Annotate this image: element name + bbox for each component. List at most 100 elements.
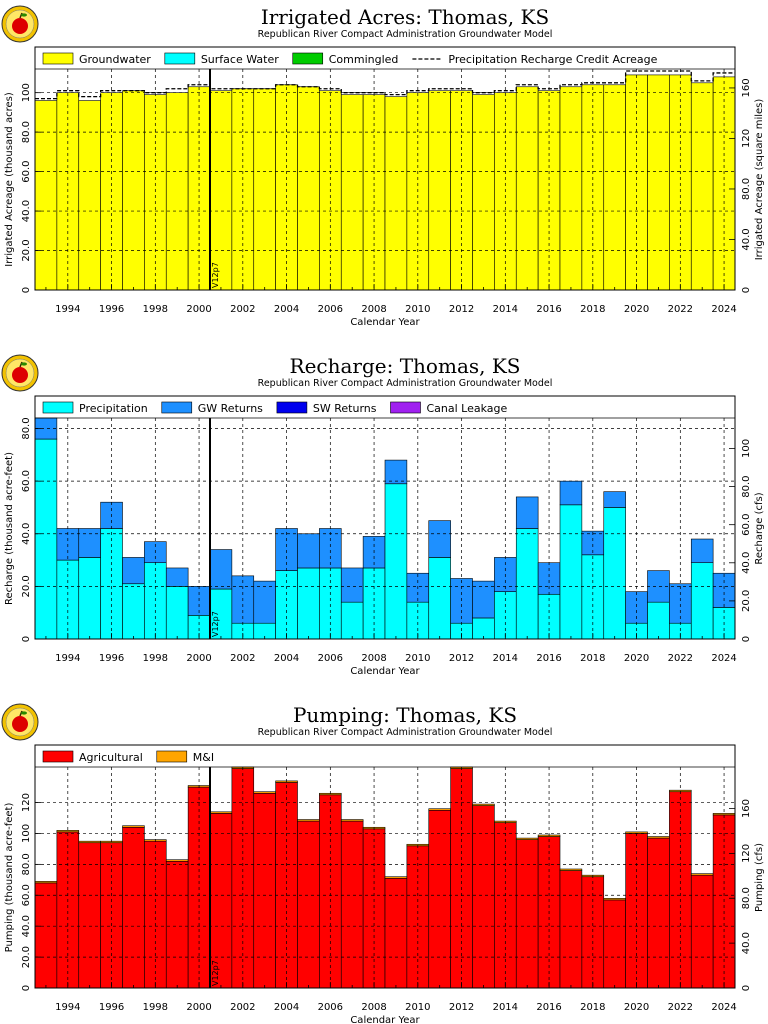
x-tick-label: 2010 xyxy=(405,1002,430,1013)
bar-agricultural-2019 xyxy=(603,899,626,989)
grid xyxy=(35,69,735,290)
logo-leaf xyxy=(21,362,27,366)
y2-tick-label: 80.0 xyxy=(741,178,752,200)
y2-tick-label: 80.0 xyxy=(741,887,752,909)
x-tick-label: 2020 xyxy=(624,1002,649,1013)
bar-gw-returns-2009 xyxy=(384,459,408,485)
x-tick-label: 2012 xyxy=(449,653,474,664)
bar-gw-returns-2007 xyxy=(340,567,364,603)
bar-groundwater-1995 xyxy=(78,100,101,291)
bar-precipitation-2005 xyxy=(297,567,320,640)
bar-precipitation-2019 xyxy=(603,507,626,640)
y2-tick-label: 160 xyxy=(741,799,752,818)
y-tick-label: 80.0 xyxy=(21,853,32,875)
x-tick-label: 1994 xyxy=(55,1002,80,1013)
legend-item-agricultural: Agricultural xyxy=(42,750,143,764)
bar-groundwater-2001 xyxy=(209,90,233,291)
apple-logo xyxy=(1,703,39,741)
bar-m-i-2023 xyxy=(690,873,714,876)
bar-precipitation-1997 xyxy=(122,583,145,640)
bar-precipitation-2018 xyxy=(581,554,605,640)
bar-groundwater-1999 xyxy=(165,92,189,291)
grid xyxy=(35,767,735,988)
x-tick-label: 2004 xyxy=(274,304,299,315)
bar-m-i-2003 xyxy=(253,791,276,794)
legend-item-precipitation: Precipitation xyxy=(42,401,148,415)
bar-agricultural-2013 xyxy=(472,805,495,989)
bar-groundwater-2009 xyxy=(384,96,408,291)
bar-gw-returns-2011 xyxy=(428,520,451,558)
legend-item-canal-leakage: Canal Leakage xyxy=(390,401,508,415)
y2-tick-label: 60.0 xyxy=(741,514,752,536)
x-tick-label: 2018 xyxy=(580,653,605,664)
x-tick-label: 2000 xyxy=(186,1002,211,1013)
legend-label: SW Returns xyxy=(313,402,377,415)
bar-agricultural-1994 xyxy=(56,831,80,989)
plot-border xyxy=(34,744,736,989)
y-tick-label: 60.0 xyxy=(21,160,32,182)
bar-groundwater-1997 xyxy=(122,90,145,291)
legend-label: M&I xyxy=(193,751,214,764)
bar-m-i-1993 xyxy=(34,881,58,884)
legend-swatch xyxy=(276,401,308,414)
legend-item-commingled: Commingled xyxy=(292,52,398,66)
y-tick-label: 100 xyxy=(21,83,32,102)
x-axis: 1994 1996 1998 2000 2002 2004 2006 2008 2010 2012… xyxy=(45,633,737,677)
legend-item-surface-water: Surface Water xyxy=(164,52,279,66)
bar-m-i-2019 xyxy=(603,898,626,901)
chart-subtitle: Republican River Compact Administration … xyxy=(258,29,553,40)
x-tick-label: 1998 xyxy=(143,1002,168,1013)
logo-stem xyxy=(19,361,23,368)
chart-title: Irrigated Acres: Thomas, KS xyxy=(261,5,549,29)
chart-title: Pumping: Thomas, KS xyxy=(293,703,517,727)
bar-agricultural-2011 xyxy=(428,809,451,989)
x-tick-label: 2014 xyxy=(493,1002,518,1013)
legend-swatch xyxy=(390,401,421,414)
bar-gw-returns-2001 xyxy=(209,549,233,590)
x-axis: 1994 1996 1998 2000 2002 2004 2006 2008 2010 2012… xyxy=(45,284,737,328)
x-tick-label: 2006 xyxy=(318,304,343,315)
bars xyxy=(34,74,736,291)
grid xyxy=(35,418,735,639)
y2-tick-label: 0 xyxy=(741,636,752,642)
x-tick-label: 2016 xyxy=(536,1002,561,1013)
y2-axis-title: Recharge (cfs) xyxy=(754,492,765,564)
x-tick-label: 2004 xyxy=(274,653,299,664)
bar-precipitation-2021 xyxy=(647,601,670,640)
bar-precipitation-2007 xyxy=(340,601,364,640)
bar-m-i-2009 xyxy=(384,876,408,879)
legend-swatch xyxy=(164,52,196,65)
bar-agricultural-2015 xyxy=(515,839,539,989)
bar-agricultural-2007 xyxy=(340,820,364,989)
y-tick-label: 20.0 xyxy=(21,946,32,968)
x-tick-label: 2002 xyxy=(230,1002,255,1013)
x-tick-label: 2024 xyxy=(711,653,736,664)
bar-groundwater-1993 xyxy=(34,100,58,291)
logo-leaf xyxy=(21,13,27,17)
bar-precipitation-2011 xyxy=(428,557,451,640)
bar-m-i-1997 xyxy=(122,825,145,828)
y-axis-title: Pumping (thousand acre-feet) xyxy=(4,803,15,953)
logo-apple xyxy=(12,716,28,732)
x-tick-label: 2014 xyxy=(493,653,518,664)
bar-agricultural-2017 xyxy=(559,870,583,989)
y-axis-left: 0 20.0 40.0 60.0 80.0 100 120 Pumping (thousand… xyxy=(4,793,41,991)
legend-label: Precipitation xyxy=(79,402,148,415)
bar-agricultural-1999 xyxy=(165,860,189,989)
bar-gw-returns-1999 xyxy=(165,567,189,587)
x-tick-label: 2010 xyxy=(405,653,430,664)
plot-border xyxy=(34,46,736,291)
legend: Precipitation GW Returns SW Returns Canal L… xyxy=(35,401,735,419)
y-tick-label: 40.0 xyxy=(21,915,32,937)
x-tick-label: 2000 xyxy=(186,304,211,315)
bar-agricultural-2020 xyxy=(625,833,648,989)
y-axis-title: Irrigated Acreage (thousand acres) xyxy=(4,92,15,267)
y2-tick-label: 120 xyxy=(741,129,752,148)
y2-tick-label: 120 xyxy=(741,844,752,863)
legend-item-precipitation-recharge-credit-acreage: Precipitation Recharge Credit Acreage xyxy=(412,53,658,66)
logo-apple xyxy=(12,18,28,34)
y-tick-label: 80.0 xyxy=(21,417,32,439)
bar-precipitation-1999 xyxy=(165,586,189,640)
